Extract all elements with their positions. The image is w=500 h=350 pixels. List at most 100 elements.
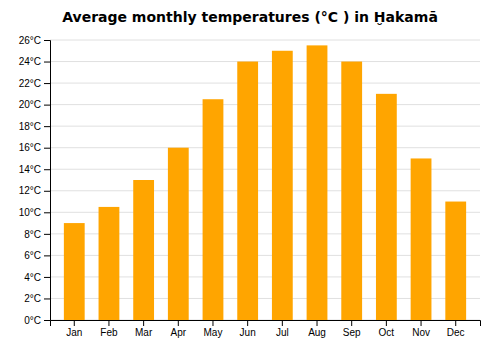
grid bbox=[50, 40, 480, 320]
chart: Average monthly temperatures (°C ) in Ḫa… bbox=[0, 0, 500, 350]
tick-mark bbox=[44, 62, 50, 63]
tick-mark bbox=[44, 212, 50, 213]
tick-mark bbox=[44, 298, 50, 299]
tick: Jun bbox=[240, 320, 256, 338]
tick-label: 6°C bbox=[24, 250, 41, 261]
tick: Feb bbox=[100, 320, 118, 338]
tick: 22°C bbox=[19, 78, 50, 89]
tick-label: 8°C bbox=[24, 229, 41, 240]
tick: Sep bbox=[343, 320, 361, 338]
tick-mark bbox=[44, 148, 50, 149]
bar bbox=[168, 148, 189, 320]
tick-mark bbox=[44, 169, 50, 170]
tick-mark bbox=[44, 234, 50, 235]
tick-label: Nov bbox=[412, 327, 430, 338]
tick-label: Jun bbox=[240, 327, 256, 338]
tick-mark bbox=[455, 320, 456, 326]
bar bbox=[445, 202, 466, 320]
tick-mark bbox=[44, 191, 50, 192]
tick-label: Sep bbox=[343, 327, 361, 338]
tick-mark bbox=[74, 320, 75, 326]
bar bbox=[203, 99, 224, 320]
tick-label: 2°C bbox=[24, 293, 41, 304]
tick-mark bbox=[44, 277, 50, 278]
grid-line bbox=[50, 126, 480, 127]
bar bbox=[99, 207, 120, 320]
tick: 20°C bbox=[19, 99, 50, 110]
tick-label: Apr bbox=[171, 327, 187, 338]
tick-mark bbox=[282, 320, 283, 326]
tick-mark bbox=[44, 255, 50, 256]
tick-mark bbox=[44, 320, 50, 321]
tick: Jul bbox=[276, 320, 289, 338]
axis-line bbox=[51, 321, 481, 327]
tick-label: 14°C bbox=[19, 164, 41, 175]
bar bbox=[341, 62, 362, 320]
y-axis: 0°C 2°C 4°C 6°C 8°C 10°C 12°C 14°C 16°C 18°C 20°C 2… bbox=[19, 35, 51, 326]
tick-mark bbox=[108, 320, 109, 326]
tick-label: 26°C bbox=[19, 35, 41, 46]
tick: 2°C bbox=[24, 293, 50, 304]
tick: Dec bbox=[447, 320, 465, 338]
tick-label: Mar bbox=[135, 327, 153, 338]
tick-mark bbox=[44, 40, 50, 41]
tick-label: Feb bbox=[100, 327, 118, 338]
grid-line bbox=[50, 147, 480, 148]
tick: Jan bbox=[66, 320, 82, 338]
tick-mark bbox=[178, 320, 179, 326]
bar bbox=[376, 94, 397, 320]
tick-mark bbox=[44, 105, 50, 106]
tick: 12°C bbox=[19, 185, 50, 196]
x-axis: Jan Feb Mar Apr May Jun Jul Aug Sep Oct Nov Dec bbox=[51, 320, 481, 338]
tick-mark bbox=[44, 126, 50, 127]
bar bbox=[307, 45, 328, 320]
title: Average monthly temperatures (°C ) in Ḫa… bbox=[62, 9, 438, 25]
grid-line bbox=[50, 61, 480, 62]
tick: 14°C bbox=[19, 164, 50, 175]
tick-label: 10°C bbox=[19, 207, 41, 218]
plot: Jan Feb Mar Apr May Jun Jul Aug Sep Oct Nov Dec 0°C 2… bbox=[19, 35, 481, 338]
tick-mark bbox=[212, 320, 213, 326]
tick-mark bbox=[143, 320, 144, 326]
grid-line bbox=[50, 40, 480, 41]
grid-line bbox=[50, 104, 480, 105]
grid-line bbox=[50, 83, 480, 84]
tick-label: 24°C bbox=[19, 56, 41, 67]
tick: Oct bbox=[379, 320, 395, 338]
bar bbox=[411, 158, 432, 320]
tick-label: 4°C bbox=[24, 272, 41, 283]
tick: Apr bbox=[171, 320, 187, 338]
tick: 24°C bbox=[19, 56, 50, 67]
tick-mark bbox=[247, 320, 248, 326]
tick-label: Aug bbox=[308, 327, 326, 338]
tick-label: 22°C bbox=[19, 78, 41, 89]
tick: 8°C bbox=[24, 229, 50, 240]
tick-label: 18°C bbox=[19, 121, 41, 132]
bar bbox=[237, 62, 258, 320]
tick-label: 0°C bbox=[24, 315, 41, 326]
tick-label: 12°C bbox=[19, 185, 41, 196]
tick: Mar bbox=[135, 320, 153, 338]
tick-label: 16°C bbox=[19, 142, 41, 153]
tick: Aug bbox=[308, 320, 326, 338]
tick-label: 20°C bbox=[19, 99, 41, 110]
tick-label: Jul bbox=[276, 327, 289, 338]
tick: 16°C bbox=[19, 142, 50, 153]
tick-label: Oct bbox=[379, 327, 395, 338]
tick: 18°C bbox=[19, 121, 50, 132]
tick: 4°C bbox=[24, 272, 50, 283]
bar bbox=[133, 180, 154, 320]
tick: 6°C bbox=[24, 250, 50, 261]
tick-label: Dec bbox=[447, 327, 465, 338]
tick-label: Jan bbox=[66, 327, 82, 338]
bar bbox=[272, 51, 293, 320]
tick: Nov bbox=[412, 320, 430, 338]
tick-mark bbox=[351, 320, 352, 326]
tick-mark bbox=[386, 320, 387, 326]
tick-mark bbox=[317, 320, 318, 326]
tick: May bbox=[204, 320, 223, 338]
tick-mark bbox=[44, 83, 50, 84]
bar bbox=[64, 223, 85, 320]
tick: 0°C bbox=[24, 315, 50, 326]
tick: 10°C bbox=[19, 207, 50, 218]
